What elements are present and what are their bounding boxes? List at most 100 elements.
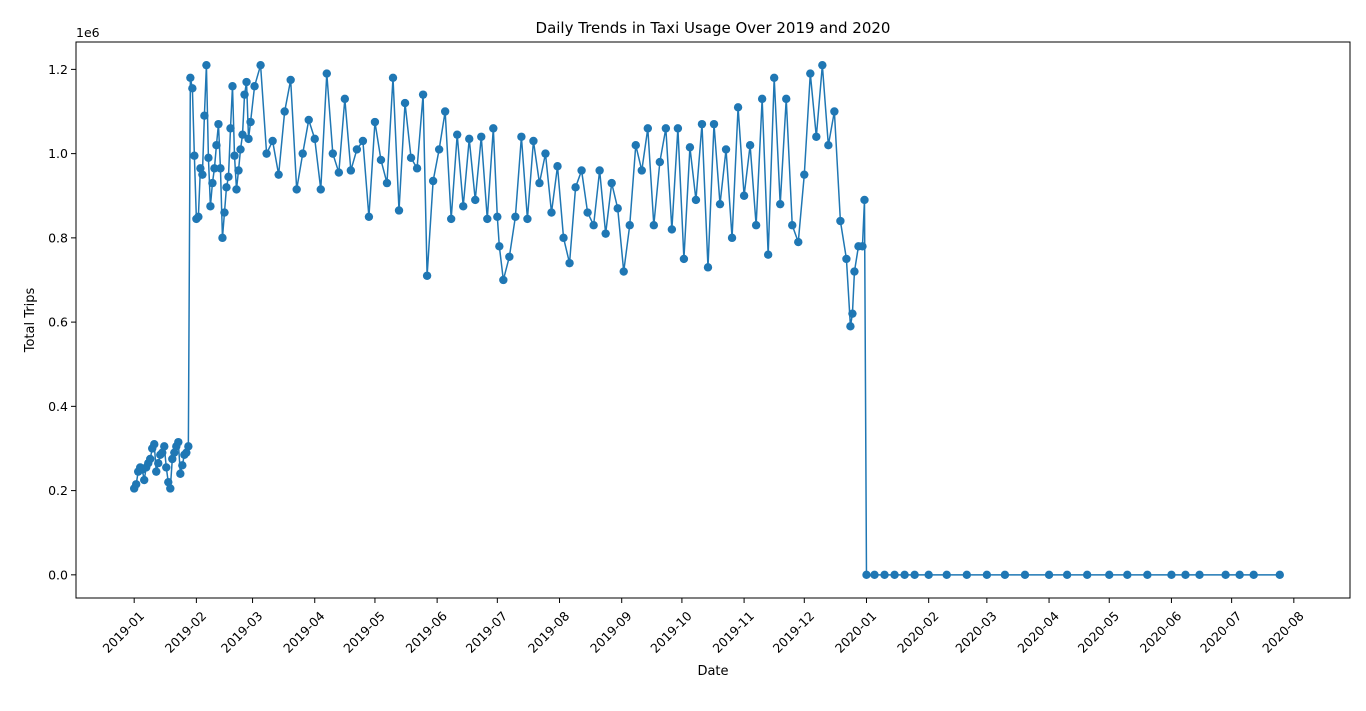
- data-point: [818, 60, 827, 70]
- data-point: [477, 132, 486, 141]
- data-point: [262, 149, 271, 158]
- data-point: [860, 195, 869, 205]
- data-point: [637, 166, 646, 175]
- data-point: [679, 254, 689, 264]
- data-point: [298, 149, 307, 158]
- data-point: [234, 166, 243, 175]
- data-point: [769, 73, 779, 83]
- y-axis: 0.0 0.2 0.4 0.6 0.8 1.0 1.2: [48, 62, 76, 582]
- data-point: [322, 69, 331, 78]
- data-point: [400, 98, 410, 108]
- data-point: [553, 162, 562, 171]
- data-point: [830, 107, 839, 116]
- data-point: [256, 60, 265, 70]
- data-point: [800, 170, 809, 179]
- data-point: [529, 136, 538, 146]
- data-point: [1082, 570, 1092, 580]
- x-tick-label: 2019-03: [218, 608, 266, 656]
- data-point: [178, 461, 187, 470]
- data-point: [1143, 570, 1152, 580]
- data-point: [1195, 570, 1204, 580]
- data-point: [188, 84, 197, 93]
- data-point: [364, 212, 374, 221]
- data-point: [942, 570, 951, 580]
- data-point: [910, 570, 919, 580]
- series-layer: [129, 60, 1284, 580]
- data-point: [204, 153, 213, 163]
- data-point: [1221, 570, 1230, 580]
- data-point: [446, 214, 456, 224]
- x-tick-label: 2019-10: [647, 608, 695, 656]
- data-point: [571, 183, 580, 192]
- data-point: [226, 124, 235, 133]
- data-point: [358, 136, 368, 146]
- data-point: [228, 82, 237, 91]
- data-point: [182, 448, 191, 457]
- data-point: [206, 202, 215, 211]
- data-point: [1167, 570, 1176, 580]
- data-point: [547, 208, 556, 217]
- data-point: [848, 309, 857, 318]
- data-point: [218, 233, 227, 243]
- x-tick-label: 2019-09: [587, 608, 635, 656]
- data-point: [673, 124, 683, 133]
- data-point: [703, 263, 713, 272]
- data-point: [160, 442, 169, 451]
- x-tick-label: 2019-07: [463, 608, 511, 656]
- data-point: [190, 151, 199, 160]
- data-point: [489, 124, 498, 133]
- data-point: [667, 225, 677, 234]
- data-point: [274, 170, 283, 179]
- data-point: [176, 469, 185, 478]
- data-point: [238, 130, 247, 139]
- x-tick-label: 2019-04: [280, 608, 328, 656]
- data-point: [164, 477, 173, 487]
- data-point: [643, 124, 652, 133]
- x-tick-label: 2020-07: [1197, 608, 1245, 656]
- data-point: [214, 119, 223, 129]
- data-point: [174, 437, 183, 447]
- data-point: [382, 178, 392, 188]
- data-point: [146, 454, 155, 464]
- data-point: [601, 229, 610, 238]
- data-point: [523, 214, 532, 224]
- data-point: [1123, 570, 1132, 580]
- data-point: [794, 237, 803, 247]
- data-point: [631, 141, 640, 150]
- x-tick-label: 2019-05: [340, 608, 388, 656]
- data-point: [982, 570, 992, 580]
- y-tick-label: 0.2: [48, 483, 68, 498]
- chart-title: Daily Trends in Taxi Usage Over 2019 and…: [536, 19, 891, 37]
- data-point: [304, 115, 313, 125]
- data-point: [745, 141, 755, 150]
- data-point: [836, 216, 845, 226]
- data-point: [230, 151, 239, 160]
- data-point: [535, 178, 544, 188]
- x-tick-label: 2020-02: [894, 608, 942, 656]
- data-point: [406, 153, 416, 163]
- y-tick-label: 0.0: [48, 567, 68, 582]
- data-point: [166, 484, 175, 493]
- data-point: [517, 132, 526, 141]
- data-point: [216, 164, 225, 173]
- x-tick-label: 2020-03: [952, 608, 1000, 656]
- data-point: [493, 212, 502, 221]
- data-point: [757, 94, 767, 104]
- x-tick-label: 2019-06: [402, 608, 450, 656]
- data-point: [1249, 570, 1258, 580]
- y-tick-label: 0.6: [48, 315, 68, 330]
- data-point: [613, 204, 622, 213]
- data-point: [589, 221, 598, 230]
- data-point: [1235, 570, 1244, 580]
- data-point: [198, 170, 207, 179]
- data-point: [1000, 570, 1010, 580]
- data-point: [862, 570, 871, 580]
- data-point: [286, 75, 295, 85]
- data-point: [210, 164, 219, 173]
- data-point: [196, 164, 205, 173]
- data-point: [900, 570, 909, 580]
- data-point: [850, 267, 859, 276]
- x-tick-label: 2020-01: [832, 608, 880, 656]
- data-point: [316, 185, 325, 194]
